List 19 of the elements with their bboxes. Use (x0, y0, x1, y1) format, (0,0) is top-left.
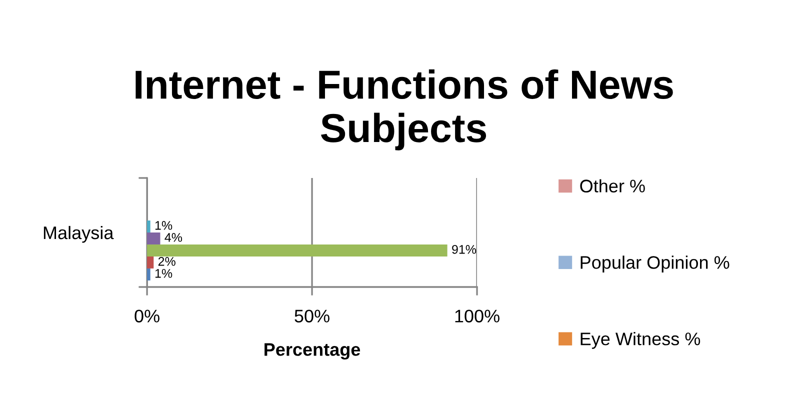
legend-label: Eye Witness % (580, 332, 700, 349)
bar (147, 244, 448, 256)
data-label: 1% (155, 269, 172, 278)
legend-label: Other % (580, 179, 645, 192)
bar (147, 220, 150, 232)
x-tick-label: 50% (294, 310, 330, 322)
chart-title: Internet - Functions of News Subjects (136, 69, 673, 150)
legend-label: Popular Opinion % (580, 256, 730, 272)
x-tick-label: 100% (455, 310, 500, 322)
bar (147, 232, 160, 244)
bar (147, 268, 150, 280)
x-axis-title: Percentage (264, 343, 360, 360)
bar (147, 256, 154, 268)
data-label: 91% (452, 244, 476, 254)
y-tick-label: Malaysia (44, 226, 114, 243)
x-tick-label: 0% (134, 310, 160, 322)
data-label: 4% (164, 233, 182, 242)
data-label: 1% (155, 221, 172, 230)
data-label: 2% (158, 256, 176, 266)
